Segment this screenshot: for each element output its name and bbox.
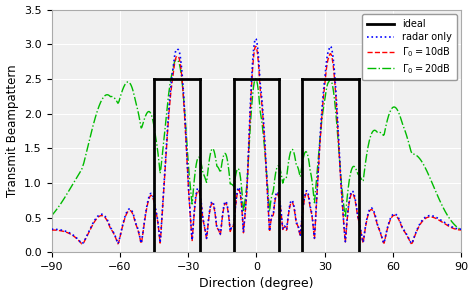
Legend: ideal, radar only, $\Gamma_0 = 10$dB, $\Gamma_0 = 20$dB: ideal, radar only, $\Gamma_0 = 10$dB, $\… (362, 15, 456, 81)
X-axis label: Direction (degree): Direction (degree) (199, 277, 314, 290)
Y-axis label: Transmit Beampattern: Transmit Beampattern (6, 65, 18, 197)
